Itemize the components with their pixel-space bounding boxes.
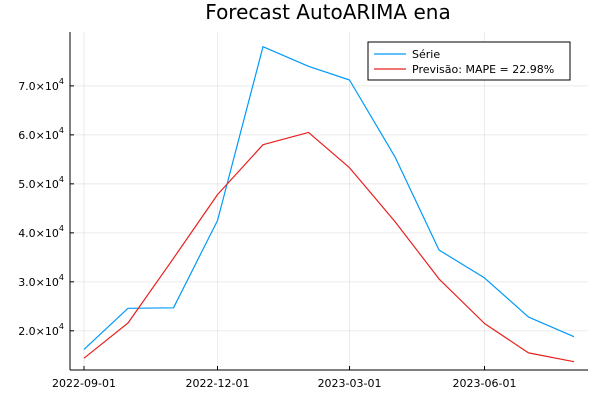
y-tick-label: 6.0×104 <box>18 126 64 142</box>
y-tick-exponent: 4 <box>59 77 64 86</box>
y-tick-exponent: 4 <box>59 224 64 233</box>
x-tick-label: 2022-12-01 <box>186 377 250 390</box>
y-tick-mantissa: 7.0×10 <box>18 80 59 93</box>
x-tick-label: 2023-03-01 <box>318 377 382 390</box>
x-tick-label: 2023-06-01 <box>453 377 517 390</box>
legend-label: Série <box>412 48 440 61</box>
y-tick-exponent: 4 <box>59 126 64 135</box>
grid <box>70 32 588 370</box>
y-tick-mantissa: 3.0×10 <box>18 276 59 289</box>
x-tick-label: 2022-09-01 <box>52 377 116 390</box>
y-tick-label: 7.0×104 <box>18 77 64 93</box>
axes <box>69 32 588 371</box>
legend: Série Previsão: MAPE = 22.98% <box>367 41 571 81</box>
chart-title: Forecast AutoARIMA ena <box>205 0 450 24</box>
legend-label: Previsão: MAPE = 22.98% <box>412 63 554 76</box>
series <box>83 46 575 363</box>
y-tick-label: 3.0×104 <box>18 273 64 289</box>
y-tick-label: 2.0×104 <box>18 322 64 338</box>
legend-box <box>367 41 571 81</box>
series-line-2 <box>83 131 575 363</box>
series-line-1 <box>83 46 575 350</box>
y-tick-exponent: 4 <box>59 273 64 282</box>
y-tick-mantissa: 2.0×10 <box>18 325 59 338</box>
y-tick-exponent: 4 <box>59 322 64 331</box>
y-tick-label: 4.0×104 <box>18 224 64 240</box>
tick-labels: 2022-09-01 2022-12-01 2023-03-01 2023-06-01… <box>18 77 516 390</box>
y-tick-exponent: 4 <box>59 175 64 184</box>
y-tick-label: 5.0×104 <box>18 175 64 191</box>
y-tick-mantissa: 6.0×10 <box>18 129 59 142</box>
y-tick-mantissa: 4.0×10 <box>18 227 59 240</box>
y-tick-mantissa: 5.0×10 <box>18 178 59 191</box>
